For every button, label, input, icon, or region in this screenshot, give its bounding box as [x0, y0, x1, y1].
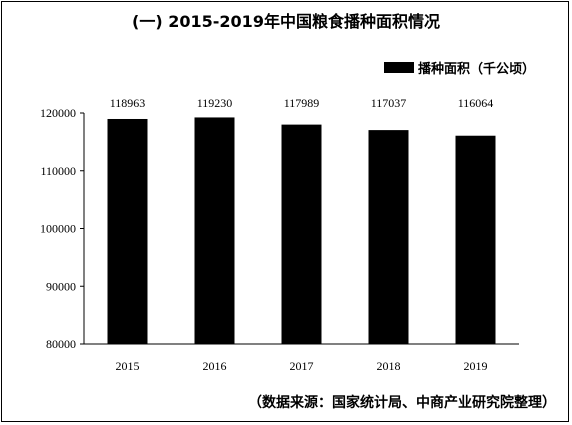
y-tick-label: 120000 — [40, 106, 76, 120]
bar-2015 — [107, 118, 148, 344]
y-tick-label: 100000 — [40, 222, 76, 236]
chart-legend: 播种面积（千公顷） — [384, 58, 536, 77]
y-tick-label: 110000 — [40, 164, 76, 178]
y-tick-label: 80000 — [46, 337, 76, 351]
legend-swatch — [384, 61, 414, 73]
data-label-2019: 116064 — [458, 96, 494, 110]
x-tick-label-2018: 2018 — [377, 359, 401, 373]
x-tick-label-2016: 2016 — [203, 359, 227, 373]
source-note: （数据来源：国家统计局、中商产业研究院整理） — [248, 395, 556, 411]
bar-2019 — [455, 135, 496, 344]
y-tick-label: 90000 — [46, 279, 76, 293]
chart-title: (一) 2015-2019年中国粮食播种面积情况 — [132, 12, 440, 31]
data-label-2017: 117989 — [284, 96, 320, 110]
x-tick-label-2015: 2015 — [116, 359, 140, 373]
bar-2016 — [194, 117, 235, 344]
x-tick-label-2019: 2019 — [464, 359, 488, 373]
x-tick-label-2017: 2017 — [290, 359, 314, 373]
bar-2018 — [368, 130, 409, 344]
data-label-2016: 119230 — [197, 96, 233, 110]
data-label-2015: 118963 — [110, 96, 146, 110]
bar-2017 — [281, 124, 322, 344]
data-label-2018: 117037 — [371, 96, 407, 110]
legend-label: 播种面积（千公顷） — [418, 61, 536, 77]
